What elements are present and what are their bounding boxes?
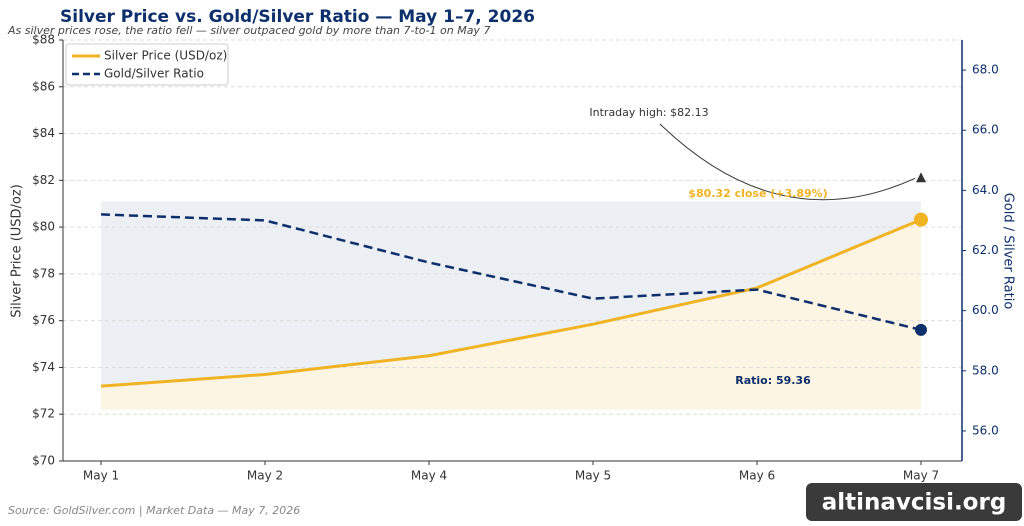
x-tick-label: May 7 — [903, 469, 939, 483]
y-tick-label: $76 — [32, 313, 55, 327]
y-tick-label: $78 — [32, 266, 55, 280]
annotation: Ratio: 59.36 — [735, 374, 811, 387]
x-tick-label: May 6 — [739, 469, 775, 483]
y-tick-label: $70 — [32, 454, 55, 468]
y-tick-label: $72 — [32, 407, 55, 421]
y2-tick-label: 68.0 — [972, 63, 999, 77]
annotation-arrow — [659, 123, 916, 201]
y2-tick-label: 56.0 — [972, 423, 999, 437]
x-tick-label: May 5 — [575, 469, 611, 483]
x-tick-label: May 1 — [83, 469, 119, 483]
y2-tick-label: 66.0 — [972, 123, 999, 137]
y-tick-label: $86 — [32, 79, 55, 93]
annotation: Intraday high: $82.13 — [589, 106, 708, 119]
y2-tick-label: 60.0 — [972, 303, 999, 317]
subtitle: As silver prices rose, the ratio fell — … — [7, 24, 490, 37]
x-tick-label: May 4 — [411, 469, 447, 483]
high-marker — [916, 172, 926, 183]
x-tick-label: May 2 — [247, 469, 283, 483]
shade-above — [101, 201, 921, 387]
y-tick-label: $82 — [32, 173, 55, 187]
legend: Silver Price (USD/oz) Gold/Silver Ratio — [65, 43, 229, 86]
y2-axis-label: Gold / Silver Ratio — [1001, 193, 1016, 310]
legend-label: Silver Price (USD/oz) — [104, 49, 227, 63]
series-line — [100, 218, 922, 388]
source: Source: GoldSilver.com | Market Data — M… — [8, 504, 300, 517]
y2-tick-label: 58.0 — [972, 363, 999, 377]
end-point — [915, 323, 927, 336]
y2-tick-label: 64.0 — [972, 183, 999, 197]
y-axis-label: Silver Price (USD/oz) — [10, 184, 25, 318]
legend-label: Gold/Silver Ratio — [104, 67, 204, 81]
watermark: altinavcisi.org — [822, 490, 1007, 516]
watermark-box — [806, 483, 1022, 521]
end-point — [914, 212, 928, 227]
y-tick-label: $84 — [32, 126, 55, 140]
y2-tick-label: 62.0 — [972, 243, 999, 257]
y-tick-label: $80 — [32, 220, 55, 234]
legend-box — [65, 43, 229, 86]
series-line — [100, 213, 922, 332]
shade-below — [101, 219, 921, 410]
annotation: $80.32 close (+3.89%) — [688, 187, 827, 200]
y-tick-label: $88 — [32, 33, 55, 47]
y-tick-label: $74 — [32, 360, 55, 374]
chart-title: Silver Price vs. Gold/Silver Ratio — May… — [60, 7, 535, 27]
